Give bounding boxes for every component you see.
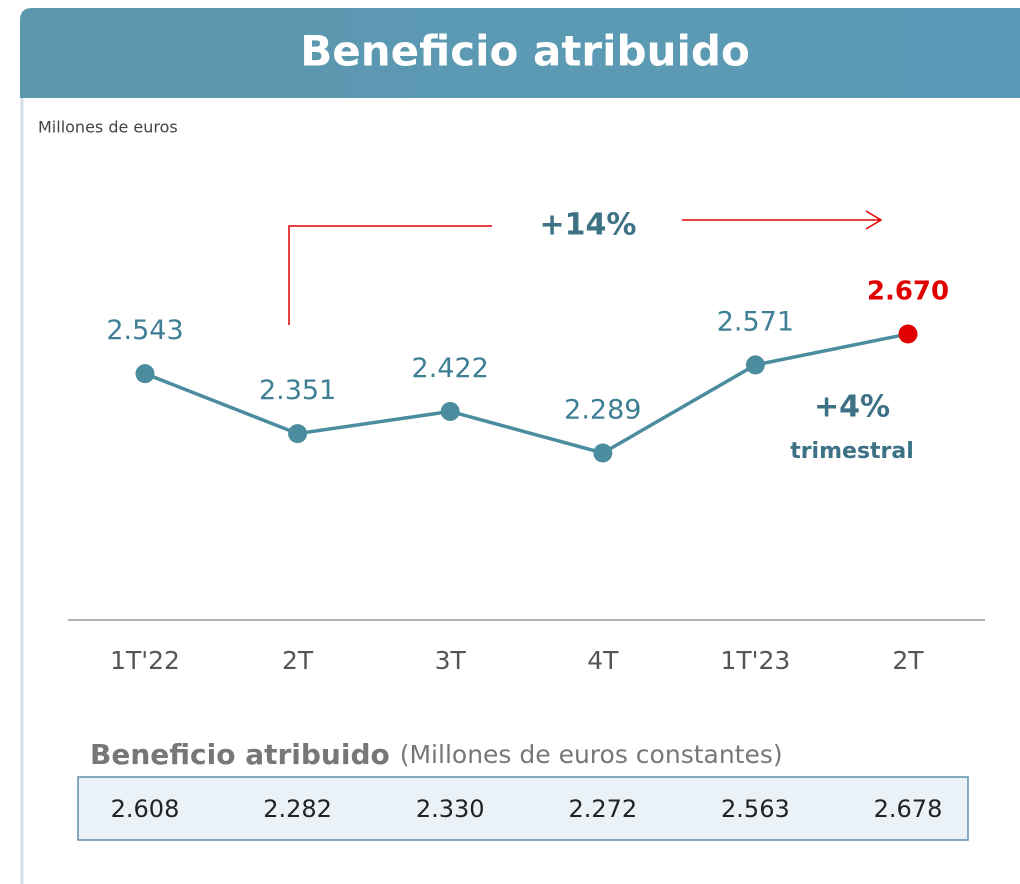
x-tick-label: 3T	[435, 646, 467, 675]
value-label: 2.543	[106, 315, 183, 346]
point	[135, 364, 155, 384]
table-cell: 2.563	[721, 795, 790, 823]
value-label: 2.422	[412, 353, 489, 384]
table-title-sub: (Millones de euros constantes)	[400, 740, 783, 769]
value-label: 2.351	[259, 375, 336, 406]
annotation: trimestral	[790, 439, 914, 464]
table-title-main: Beneficio atribuido	[90, 738, 390, 771]
table-cell: 2.282	[263, 795, 332, 823]
x-tick-label: 2T	[892, 646, 924, 675]
table-cell: 2.272	[568, 795, 637, 823]
x-tick-label: 1T'23	[720, 646, 790, 675]
value-label: 2.571	[717, 306, 794, 337]
table-title: Beneficio atribuido (Millones de euros co…	[90, 738, 783, 771]
arrow	[682, 210, 883, 230]
x-tick-label: 4T	[587, 646, 619, 675]
arrow-bracket	[288, 225, 492, 325]
x-tick-label: 1T'22	[110, 646, 180, 675]
x-tick-label: 2T	[282, 646, 314, 675]
line	[144, 332, 909, 455]
value-label: 2.289	[564, 395, 641, 426]
header-bar	[20, 8, 1020, 98]
value-label: 2.670	[867, 277, 949, 307]
table-cell: 2.608	[111, 795, 180, 823]
chart-subtitle: Millones de euros	[38, 118, 178, 137]
point	[898, 324, 918, 344]
table-cell: 2.678	[874, 795, 943, 823]
annotation: +4%	[814, 390, 890, 425]
table-cell: 2.330	[416, 795, 485, 823]
point	[440, 401, 460, 421]
point	[745, 355, 765, 375]
annotation: +14%	[540, 208, 637, 243]
point	[288, 424, 308, 444]
table-box	[77, 776, 969, 841]
chart-title: Beneficio atribuido	[300, 27, 750, 76]
point	[593, 443, 613, 463]
